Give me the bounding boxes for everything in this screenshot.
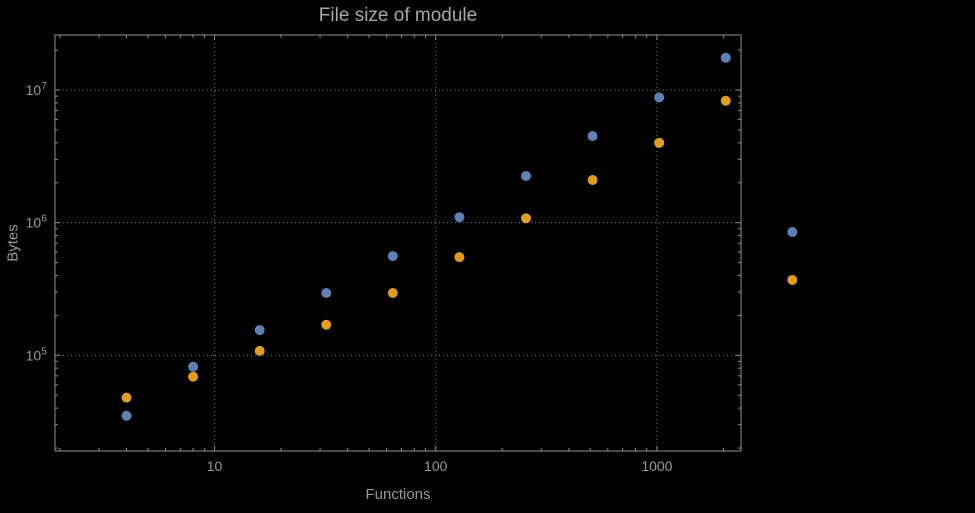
y-tick-label: 107: [26, 80, 48, 98]
data-point-orange: [387, 288, 398, 299]
data-point-orange: [121, 392, 132, 403]
grid: [55, 35, 741, 451]
y-tick-label: 106: [26, 213, 48, 231]
data-point-orange: [454, 252, 465, 263]
data-point-blue: [787, 227, 798, 238]
data-point-blue: [387, 251, 398, 262]
tick-labels: 10 100 1000 105 106 107: [26, 80, 673, 474]
data-point-orange: [521, 213, 532, 224]
x-tick-label: 1000: [641, 458, 672, 474]
data-point-orange: [787, 274, 798, 285]
axis-ticks: [55, 35, 741, 451]
data-point-blue: [121, 410, 132, 421]
data-point-blue: [321, 288, 332, 299]
plot-frame: [54, 34, 742, 452]
x-tick-label: 100: [424, 458, 448, 474]
series-blue: [121, 52, 798, 421]
x-tick-label: 10: [207, 458, 223, 474]
series-orange: [121, 95, 798, 403]
y-tick-label: 105: [26, 345, 48, 363]
data-point-blue: [521, 170, 532, 181]
data-point-blue: [188, 361, 199, 372]
data-point-blue: [587, 131, 598, 142]
data-point-blue: [254, 325, 265, 336]
data-point-orange: [321, 319, 332, 330]
y-axis-label: Bytes: [4, 224, 22, 262]
data-point-orange: [654, 137, 665, 148]
data-point-orange: [188, 371, 199, 382]
x-axis-label: Functions: [365, 486, 431, 503]
data-point-blue: [654, 92, 665, 103]
chart-title: File size of module: [318, 5, 478, 26]
data-point-orange: [587, 174, 598, 185]
data-point-orange: [720, 95, 731, 106]
data-point-orange: [254, 345, 265, 356]
data-point-blue: [454, 212, 465, 223]
data-point-blue: [720, 52, 731, 63]
